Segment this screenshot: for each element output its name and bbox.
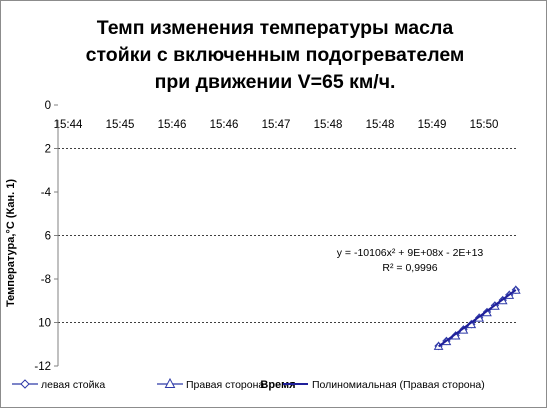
legend-label-polynomial: Полиномиальная (Правая сторона) <box>312 379 485 391</box>
chart-title-line-3: при движении V=65 км/ч. <box>155 71 396 93</box>
y-tick-label: 6 <box>45 231 51 243</box>
x-tick-label: 15:50 <box>470 119 499 131</box>
legend-marker-diamond <box>20 379 30 389</box>
y-tick-label: -8 <box>41 274 51 286</box>
chart-title-line-1: Темп изменения температуры масла <box>97 17 454 39</box>
x-tick-label: 15:48 <box>366 119 395 131</box>
x-tick-label: 15:46 <box>210 119 239 131</box>
x-tick-label: 15:47 <box>262 119 291 131</box>
legend-marker-triangle <box>164 377 176 388</box>
grid <box>58 148 518 323</box>
legend-label-right-side: Правая сторона <box>186 379 264 391</box>
x-tick-label: 15:44 <box>54 119 83 131</box>
legend-item-polynomial: Полиномиальная (Правая сторона) <box>283 379 485 391</box>
y-tick-label: -12 <box>34 361 51 373</box>
chart-title-line-2: стойки с включенным подогревателем <box>86 44 465 66</box>
legend: левая стойка Правая сторона Полиномиальн… <box>12 377 485 391</box>
y-tick-label: 2 <box>45 144 51 156</box>
x-axis-label: Время <box>260 379 295 391</box>
series-layer <box>433 285 521 351</box>
legend-item-right-side: Правая сторона <box>157 377 264 391</box>
y-tick-label: 0 <box>45 100 51 112</box>
trendline-equation: y = -10106x² + 9E+08x - 2E+13 R² = 0,999… <box>337 247 484 274</box>
legend-label-left-strut: левая стойка <box>41 379 105 391</box>
chart-title: Темп изменения температуры масла стойки … <box>86 17 465 93</box>
y-tick-label: -4 <box>41 187 52 199</box>
x-tick-label: 15:46 <box>158 119 187 131</box>
y-axis-label: Температура,°C (Кан. 1) <box>5 179 17 307</box>
series-line-2 <box>438 289 517 348</box>
x-axis-ticks: 15:44 15:45 15:46 15:46 15:47 15:48 15:48 15:49… <box>54 119 499 131</box>
x-tick-label: 15:49 <box>418 119 447 131</box>
y-tick-label: 10 <box>38 318 51 330</box>
legend-item-left-strut: левая стойка <box>12 379 105 391</box>
y-axis-ticks: 0 2 -4 6 -8 10 -12 <box>34 100 58 373</box>
trendline-r2-text: R² = 0,9996 <box>382 262 437 274</box>
trendline-equation-text: y = -10106x² + 9E+08x - 2E+13 <box>337 247 484 259</box>
x-tick-label: 15:45 <box>106 119 135 131</box>
x-tick-label: 15:48 <box>314 119 343 131</box>
